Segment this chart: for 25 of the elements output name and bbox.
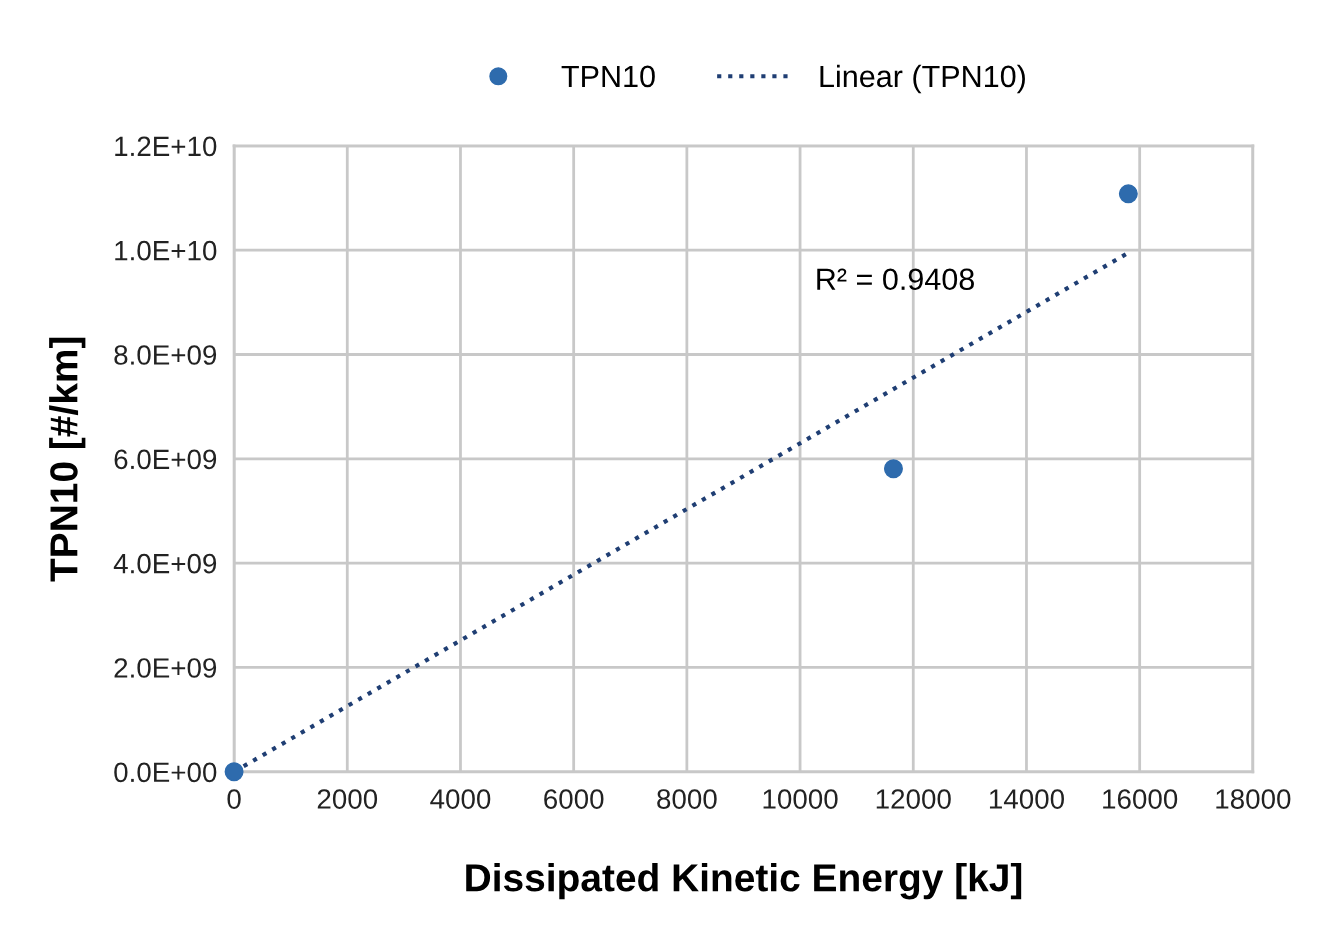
x-tick-label: 12000: [876, 789, 951, 809]
x-tick-label: 2000: [317, 789, 378, 809]
y-axis-title: TPN10 [#/km]: [49, 337, 86, 582]
y-tick-label: 2.0E+09: [114, 658, 217, 678]
y-tick-label: 8.0E+09: [114, 345, 217, 365]
annotation: R² = 0.9408: [817, 268, 974, 291]
x-tick-label: 4000: [430, 789, 491, 809]
y-tick-label: 6.0E+09: [114, 449, 217, 470]
y-tick-label: 1.2E+10: [115, 136, 217, 157]
point: [224, 762, 244, 782]
x-tick-label: 10000: [763, 789, 838, 809]
x-tick-label: 8000: [657, 789, 717, 809]
point: [1118, 184, 1138, 204]
x-tick-label: 14000: [989, 789, 1064, 809]
y-tick-label: 4.0E+09: [113, 553, 217, 574]
y-tick-label: 1.0E+10: [115, 240, 217, 261]
point: [883, 459, 903, 479]
legend-label: TPN10: [561, 65, 655, 88]
x-axis-title: Dissipated Kinetic Energy [kJ]: [466, 862, 1022, 900]
x-tick-label: 0: [227, 789, 241, 809]
legend-label: Linear (TPN10): [820, 64, 1025, 94]
y-tick-label: 0.0E+00: [114, 762, 217, 783]
x-tick-label: 6000: [544, 789, 604, 809]
x-tick-label: 16000: [1103, 789, 1178, 809]
x-tick-label: 18000: [1216, 789, 1291, 809]
